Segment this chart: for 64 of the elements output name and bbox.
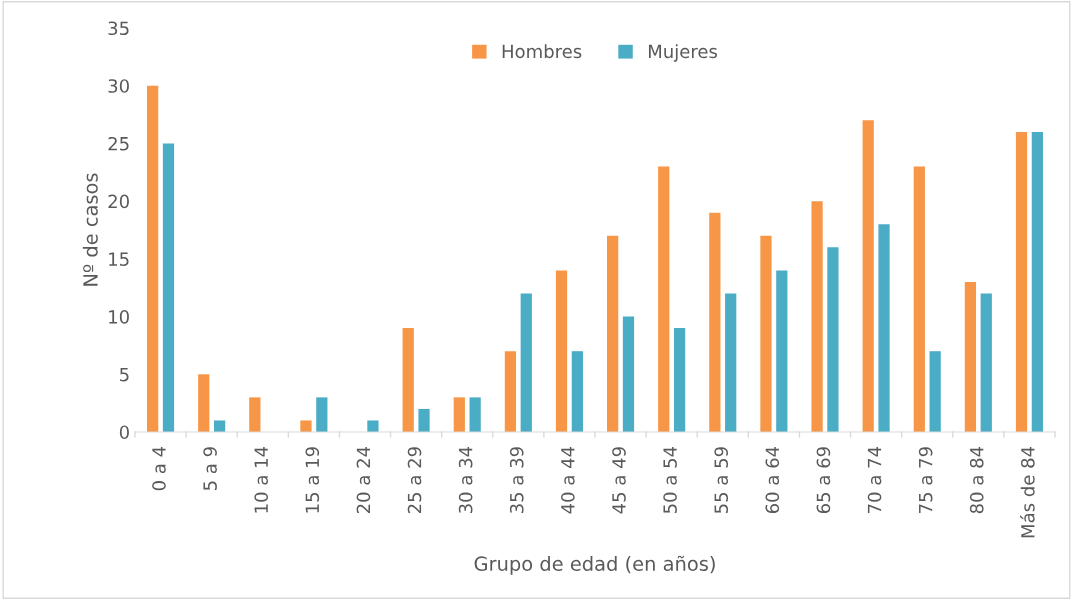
x-tick-label: 40 a 44 bbox=[561, 446, 575, 514]
bar bbox=[980, 293, 992, 432]
bar bbox=[827, 247, 839, 432]
legend-label: Hombres bbox=[502, 44, 582, 59]
bar bbox=[213, 420, 226, 432]
x-tick-label: 20 a 24 bbox=[356, 446, 371, 514]
bar bbox=[367, 420, 379, 432]
bar bbox=[504, 351, 517, 432]
x-tick-label: 10 a 14 bbox=[254, 446, 269, 513]
bar bbox=[453, 397, 465, 432]
x-tick-label: 5 a 9 bbox=[203, 447, 217, 491]
bar bbox=[555, 270, 568, 432]
bar bbox=[709, 212, 721, 432]
x-tick-label: 80 a 84 bbox=[969, 446, 984, 514]
x-axis-title: Grupo de edad (en años) bbox=[474, 555, 715, 575]
bar bbox=[725, 293, 737, 432]
x-tick-label: 0 a 4 bbox=[152, 446, 166, 491]
y-tick-label: 10 bbox=[109, 310, 129, 324]
bar bbox=[929, 351, 941, 432]
y-axis-title: Nº de casos bbox=[82, 173, 98, 286]
x-tick-label: 45 a 49 bbox=[612, 447, 626, 514]
bar bbox=[760, 235, 772, 432]
bar bbox=[878, 224, 890, 432]
bar bbox=[402, 328, 414, 432]
x-tick-label: 30 a 34 bbox=[458, 446, 473, 513]
bar bbox=[622, 316, 635, 432]
bar bbox=[300, 420, 312, 432]
bar bbox=[316, 397, 328, 432]
x-tick-label: 55 a 59 bbox=[714, 447, 729, 513]
y-tick-label: 15 bbox=[109, 252, 129, 266]
y-tick-label: 20 bbox=[108, 194, 129, 209]
x-tick-label: 25 a 29 bbox=[407, 447, 422, 514]
x-tick-label: 35 a 39 bbox=[509, 447, 524, 513]
bar bbox=[1031, 131, 1043, 432]
x-tick-label: 65 a 69 bbox=[816, 447, 831, 514]
bar bbox=[418, 408, 430, 432]
bar bbox=[249, 397, 261, 432]
bar bbox=[198, 374, 210, 432]
bar bbox=[571, 351, 583, 432]
bar bbox=[776, 270, 788, 432]
bar bbox=[862, 120, 874, 432]
x-tick-label: Más de 84 bbox=[1019, 446, 1035, 538]
x-tick-label: 70 a 74 bbox=[867, 446, 882, 513]
x-tick-label: 60 a 64 bbox=[765, 446, 780, 514]
bar bbox=[607, 235, 619, 432]
bar bbox=[520, 293, 532, 432]
bar bbox=[1015, 131, 1028, 432]
bar bbox=[469, 397, 481, 432]
bar bbox=[162, 143, 175, 432]
y-tick-label: 35 bbox=[108, 21, 129, 36]
bar bbox=[964, 281, 977, 432]
bar bbox=[811, 201, 823, 432]
y-tick-label: 0 bbox=[119, 425, 129, 440]
y-tick-label: 5 bbox=[120, 367, 129, 382]
bar bbox=[673, 328, 686, 432]
bar bbox=[913, 166, 925, 432]
y-tick-label: 30 bbox=[108, 79, 129, 93]
bar bbox=[658, 166, 670, 432]
bar bbox=[147, 85, 159, 432]
x-tick-label: 50 a 54 bbox=[663, 446, 677, 513]
y-tick-label: 25 bbox=[108, 136, 129, 151]
x-tick-label: 15 a 19 bbox=[305, 447, 320, 513]
legend-label: Mujeres bbox=[648, 44, 718, 62]
x-tick-label: 75 a 79 bbox=[918, 447, 933, 513]
